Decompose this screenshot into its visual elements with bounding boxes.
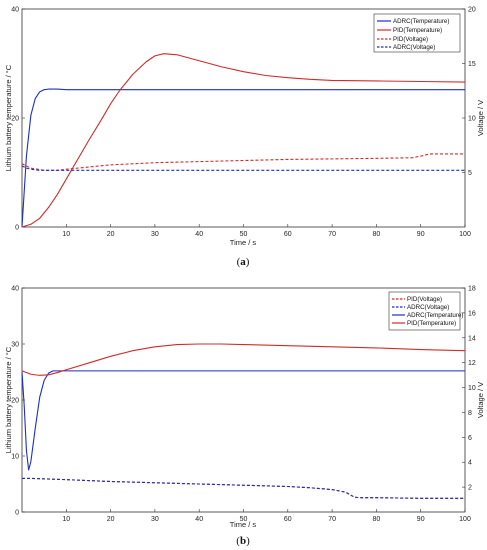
x-tick-label: 40 [195,231,203,238]
legend-entry: PID(Voltage) [393,36,428,43]
y-tick-label: 20 [11,398,19,405]
legend-entry: ADRC(Temperature) [407,312,463,319]
legend: ADRC(Temperature) PID(Temperature) PID(V… [373,13,461,53]
y2-tick-label: 14 [468,335,476,342]
y2-tick-label: 2 [468,485,472,492]
x-tick-label: 40 [195,516,203,523]
x-tick-label: 100 [459,516,471,523]
x-tick-label: 80 [373,516,381,523]
series-line-adrc-voltage [22,477,465,499]
legend-box [388,291,461,331]
x-tick-label: 30 [151,231,159,238]
legend-entry: ADRC(Temperature) [393,18,449,25]
x-tick-label: 30 [151,516,159,523]
x-tick-label: 60 [284,516,292,523]
legend-box [373,13,461,53]
y2-tick-label: 16 [468,310,476,317]
data-lines [21,343,466,499]
x-tick-label: 90 [417,231,425,238]
legend-entry: ADRC(Voltage) [393,44,435,51]
series-line-adrc-voltage [21,165,465,171]
x-tick-label: 70 [328,516,336,523]
y-tick-label: 40 [11,286,19,293]
y2-tick-label: 6 [468,435,472,442]
legend-entry: PID(Voltage) [407,296,442,303]
y-axis-label: Lithium battery temperature / °C [4,64,13,171]
y2-tick-label: 4 [468,460,472,467]
x-tick-label: 20 [107,516,115,523]
y2-tick-label: 10 [468,385,476,392]
y-axis-label: Lithium battery temperature / °C [4,346,13,453]
y2-tick-label: 20 [468,7,476,14]
x-tick-label: 60 [284,231,292,238]
y2-axis-label: Voltage / V [476,100,485,136]
x-tick-label: 80 [373,231,381,238]
y-tick-label: 0 [15,225,19,232]
y2-tick-label: 12 [468,360,476,367]
x-tick-label: 70 [328,231,336,238]
panel-label: (a) [237,256,250,268]
series-line-pid-temperature [21,53,466,228]
x-tick-label: 50 [240,231,248,238]
panel-label: (b) [236,535,250,547]
series-line-adrc-temperature [21,88,465,228]
axis-ticks: 10 20 30 40 50 60 70 80 90 100 0 10 20 30 40 2 4 6 8 10 12 14… [11,286,476,524]
legend: PID(Voltage) ADRC(Voltage) ADRC(Temperat… [388,291,463,331]
y2-tick-label: 15 [468,61,476,68]
legend-entry: PID(Temperature) [393,27,442,34]
x-axis-label: Time / s [230,238,257,247]
x-tick-label: 90 [417,516,425,523]
y-tick-label: 30 [11,342,19,349]
x-axis-label: Time / s [230,520,257,529]
y2-tick-label: 10 [468,116,476,123]
y2-tick-label: 5 [468,170,472,177]
data-lines [21,53,466,228]
legend-entry: ADRC(Voltage) [407,304,449,311]
y2-tick-label: 8 [468,410,472,417]
x-tick-label: 10 [62,516,70,523]
x-tick-label: 50 [240,516,248,523]
y-tick-label: 40 [11,7,19,14]
x-tick-label: 100 [459,231,471,238]
chart-panel-b: 10 20 30 40 50 60 70 80 90 100 0 10 20 30 40 2 4 6 8 10 12 14… [4,286,485,548]
chart-panel-a: 10 20 30 40 50 60 70 80 90 100 0 20 40 5 10 15 20 ADRC(T… [4,7,485,269]
y-tick-label: 0 [15,510,19,517]
legend-entry: PID(Temperature) [407,320,456,327]
x-tick-label: 20 [107,231,115,238]
axis-ticks: 10 20 30 40 50 60 70 80 90 100 0 20 40 5 10 15 20 [11,7,476,239]
y-tick-label: 20 [11,116,19,123]
series-line-pid-temperature [21,343,466,376]
y2-axis-label: Voltage / V [476,382,485,418]
y2-tick-label: 18 [468,286,476,293]
y-tick-label: 10 [11,454,19,461]
x-tick-label: 10 [62,231,70,238]
series-line-adrc-temperature [21,370,465,471]
